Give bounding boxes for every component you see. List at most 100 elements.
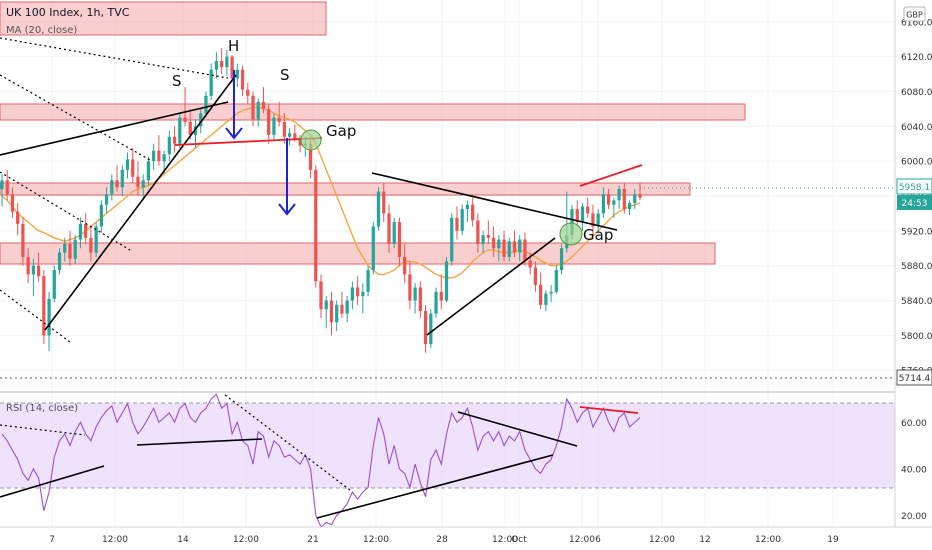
candle	[230, 54, 234, 83]
candle-body	[554, 270, 558, 292]
candle-body	[596, 213, 600, 227]
candle	[455, 206, 459, 240]
y-tick-label: 5840.0	[901, 297, 932, 307]
y-tick-label: 6000.0	[901, 158, 932, 168]
candle-body	[575, 209, 579, 223]
candle	[601, 187, 606, 218]
candle	[434, 287, 438, 318]
candle-body	[230, 56, 234, 79]
candle	[246, 82, 250, 105]
candle	[282, 113, 287, 144]
candle-body	[460, 209, 464, 231]
support-resistance-zones	[0, 1, 746, 265]
candle	[21, 217, 25, 266]
candle	[460, 204, 464, 236]
candle-body	[382, 191, 386, 214]
candle	[16, 202, 20, 236]
candle-body	[465, 204, 470, 210]
candle-body	[544, 293, 548, 305]
x-tick-label: 12:00	[569, 535, 595, 545]
candle-body	[523, 239, 527, 261]
x-tick-label: Oct	[511, 535, 527, 545]
candle-body	[335, 304, 339, 323]
candle-body	[580, 206, 585, 223]
candle	[549, 284, 553, 303]
label-head: H	[228, 37, 239, 55]
candle	[591, 204, 595, 236]
candle-body	[423, 310, 428, 345]
candle-body	[78, 223, 83, 240]
candle	[298, 135, 302, 153]
candle	[575, 200, 579, 227]
candle-body	[476, 220, 480, 244]
candle-body	[418, 287, 422, 311]
candle	[167, 130, 171, 162]
candle	[627, 200, 632, 216]
candle-body	[638, 194, 642, 198]
candle-body	[429, 313, 433, 345]
candle-body	[0, 180, 4, 190]
rsi-band	[0, 403, 895, 488]
candle	[408, 261, 412, 310]
candle-body	[251, 95, 255, 120]
candle	[5, 169, 9, 201]
rsi-trend-dotted-1	[0, 424, 86, 436]
candle-body	[439, 291, 443, 301]
candle	[125, 152, 130, 179]
last-price-tag: 5958.1	[896, 178, 932, 195]
candle-body	[403, 256, 407, 275]
candle-body	[392, 222, 396, 244]
candle-body	[31, 265, 35, 275]
candle	[518, 235, 522, 262]
candle-body	[36, 265, 41, 277]
trendline-dotted-top	[0, 37, 229, 79]
rsi-tick-label: 60.00	[901, 419, 927, 429]
candle-body	[146, 161, 151, 181]
candle-body	[110, 180, 114, 195]
divergence-red-price	[579, 164, 643, 187]
candle-body	[502, 239, 506, 257]
candle-body	[455, 217, 459, 231]
candle-body	[591, 213, 595, 227]
trendline-dotted-left	[0, 74, 151, 161]
candle	[350, 281, 354, 310]
candle-body	[5, 180, 9, 195]
candle	[47, 291, 51, 352]
candle	[0, 174, 4, 207]
rsi-trend-4	[457, 411, 578, 447]
candle-body	[57, 252, 62, 271]
candle	[596, 209, 600, 233]
candle	[214, 52, 219, 79]
candle	[94, 222, 98, 257]
candle	[225, 49, 229, 76]
candle-body	[491, 237, 496, 249]
candle	[335, 300, 339, 332]
down-arrow-1	[225, 70, 243, 140]
candle	[607, 189, 611, 210]
candle	[272, 113, 276, 140]
candle-body	[444, 261, 449, 301]
x-tick-label: 12	[699, 535, 710, 545]
candle	[539, 272, 543, 310]
x-tick-label: 12:00	[492, 535, 518, 545]
candle-body	[204, 95, 208, 114]
candle	[533, 261, 538, 292]
candle-body	[267, 108, 271, 136]
candle	[612, 197, 616, 218]
candle-body	[612, 200, 616, 205]
candle-body	[298, 139, 302, 146]
candle	[73, 235, 77, 264]
candle-body	[539, 284, 543, 305]
x-tick-label: 6	[595, 535, 601, 545]
candle	[178, 113, 182, 149]
candle	[345, 296, 349, 323]
x-tick-label: 7	[49, 535, 55, 545]
candle	[387, 204, 391, 253]
candle	[10, 187, 15, 218]
candle-body	[371, 226, 375, 271]
candle-body	[214, 60, 219, 70]
candle-body	[319, 281, 323, 310]
candle	[104, 187, 109, 214]
candle	[476, 213, 480, 253]
